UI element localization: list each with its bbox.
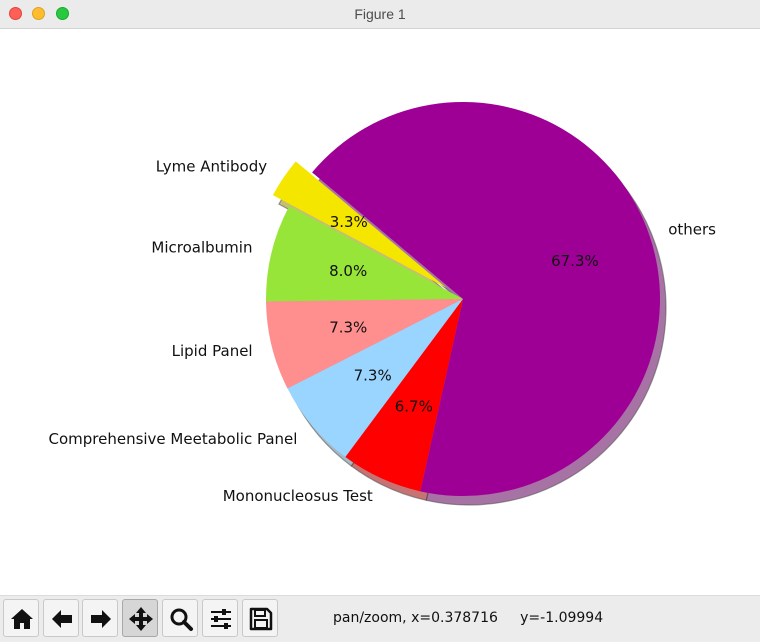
slice-label-others: others	[668, 220, 716, 238]
pct-label-lyme-antibody: 3.3%	[330, 213, 368, 231]
home-button[interactable]	[3, 599, 39, 637]
save-button[interactable]	[242, 599, 278, 637]
pie-slice-others	[312, 101, 661, 496]
pie-chart: 3.3% Lyme Antibody 8.0% Microalbumin 7.3% Lip…	[48, 101, 716, 506]
home-icon	[11, 609, 33, 629]
configure-subplots-button[interactable]	[202, 599, 238, 637]
pct-label-others: 67.3%	[551, 252, 599, 270]
slice-label-lyme-antibody: Lyme Antibody	[156, 158, 268, 176]
title-bar: Figure 1	[0, 0, 760, 29]
pct-label-microalbumin: 8.0%	[329, 262, 367, 280]
pan-button[interactable]	[122, 599, 158, 637]
sliders-icon	[211, 609, 231, 629]
pie-slice-mononucleosus-test	[345, 299, 463, 492]
slice-label-microalbumin: Microalbumin	[151, 239, 252, 257]
pie-slice-lipid-panel	[266, 299, 463, 389]
floppy-disk-icon	[249, 607, 273, 631]
pct-label-comprehensive-meetabolic-panel: 7.3%	[354, 366, 392, 384]
back-button[interactable]	[43, 599, 79, 637]
navigation-toolbar: pan/zoom, x=0.378716 y=-1.09994	[0, 595, 760, 642]
arrow-right-icon	[91, 610, 111, 628]
minimize-window-button[interactable]	[32, 7, 45, 20]
window-title: Figure 1	[354, 6, 406, 22]
slice-label-lipid-panel: Lipid Panel	[172, 342, 253, 360]
pie-slice-comprehensive-meetabolic-panel	[287, 299, 463, 458]
pct-label-lipid-panel: 7.3%	[329, 318, 367, 336]
pie-labels: 3.3% Lyme Antibody 8.0% Microalbumin 7.3% Lip…	[48, 158, 716, 505]
close-window-button[interactable]	[9, 7, 22, 20]
forward-button[interactable]	[82, 599, 118, 637]
pct-label-mononucleosus-test: 6.7%	[395, 397, 433, 415]
pie-slice-microalbumin	[266, 206, 463, 302]
pie-slice-lyme-antibody	[272, 161, 447, 288]
arrow-left-icon	[52, 610, 72, 628]
plot-canvas[interactable]: 3.3% Lyme Antibody 8.0% Microalbumin 7.3% Lip…	[0, 29, 760, 595]
move-icon	[129, 607, 153, 631]
maximize-window-button[interactable]	[56, 7, 69, 20]
slice-label-mononucleosus-test: Mononucleosus Test	[223, 487, 373, 505]
pie-slices	[266, 101, 661, 496]
zoom-button[interactable]	[162, 599, 198, 637]
magnifier-icon	[170, 608, 193, 631]
status-readout: pan/zoom, x=0.378716 y=-1.09994	[333, 610, 604, 626]
slice-label-comprehensive-meetabolic-panel: Comprehensive Meetabolic Panel	[48, 430, 297, 448]
